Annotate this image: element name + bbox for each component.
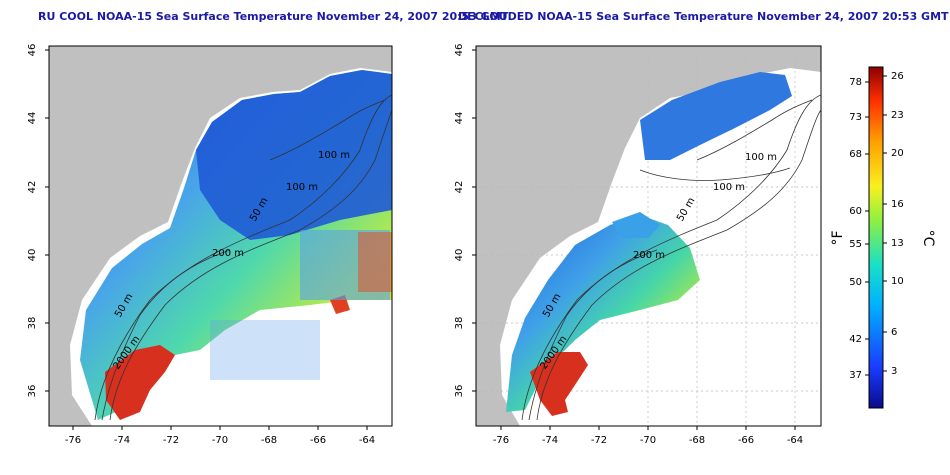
celsius-unit-label: °C <box>920 230 936 247</box>
c-tick-label: 26 <box>891 71 904 82</box>
contour-label: 100 m <box>745 152 777 163</box>
left-map-x-ticks <box>72 426 368 430</box>
x-tick-label: -66 <box>738 435 754 446</box>
x-tick-label: -72 <box>163 435 179 446</box>
f-tick-label: 68 <box>849 149 862 160</box>
y-tick-label: 38 <box>27 317 38 330</box>
y-tick-label: 40 <box>454 249 465 262</box>
contour-label: 200 m <box>212 248 244 259</box>
right-map-cold-patch-2 <box>612 212 660 238</box>
right-map-warm-region <box>530 352 588 416</box>
x-tick-label: -74 <box>114 435 130 446</box>
right-map-y-labels: 36 38 40 42 44 46 <box>454 44 465 398</box>
f-tick-label: 60 <box>849 206 862 217</box>
fahrenheit-unit-label: °F <box>830 230 846 245</box>
y-tick-label: 44 <box>27 112 38 125</box>
f-tick-label: 78 <box>849 77 862 88</box>
right-map-x-labels: -76 -74 -72 -70 -68 -66 -64 <box>493 435 803 446</box>
right-map-land <box>476 46 821 426</box>
y-tick-label: 46 <box>27 44 38 57</box>
right-map-contours <box>521 94 821 421</box>
y-tick-label: 42 <box>454 181 465 194</box>
c-tick-label: 10 <box>891 276 904 287</box>
y-tick-label: 36 <box>454 385 465 398</box>
x-tick-label: -68 <box>689 435 705 446</box>
right-map-sst-field <box>506 215 700 412</box>
f-tick-label: 73 <box>849 112 862 123</box>
contour-label: 100 m <box>286 182 318 193</box>
x-tick-label: -76 <box>65 435 81 446</box>
right-map-x-ticks <box>500 426 796 430</box>
colorbar-f-labels: 78 73 68 60 55 50 42 37 <box>849 77 862 381</box>
y-tick-label: 44 <box>454 112 465 125</box>
c-tick-label: 20 <box>891 148 904 159</box>
y-tick-label: 38 <box>454 317 465 330</box>
c-tick-label: 23 <box>891 110 904 121</box>
x-tick-label: -68 <box>261 435 277 446</box>
left-map-cold-region <box>196 70 392 240</box>
contour-label: 100 m <box>318 150 350 161</box>
left-map-contours <box>94 94 392 421</box>
right-map-cold-patch <box>640 72 792 160</box>
c-tick-label: 13 <box>891 238 904 249</box>
left-map-land <box>49 46 392 426</box>
x-tick-label: -66 <box>310 435 326 446</box>
left-map-x-labels: -76 -74 -72 -70 -68 -66 -64 <box>65 435 375 446</box>
colorbar-f-ticks <box>865 81 869 376</box>
x-tick-label: -64 <box>359 435 375 446</box>
c-tick-label: 6 <box>891 327 897 338</box>
x-tick-label: -70 <box>212 435 228 446</box>
colorbar-gradient <box>868 66 884 409</box>
left-map-title: RU COOL NOAA-15 Sea Surface Temperature … <box>38 10 509 23</box>
colorbar-c-labels: 26 23 20 16 13 10 6 3 <box>891 71 904 377</box>
colorbar-c-ticks <box>883 75 887 372</box>
y-tick-label: 42 <box>27 181 38 194</box>
f-tick-label: 55 <box>849 239 862 250</box>
temperature-colorbar: 78 73 68 60 55 50 42 37 26 23 20 16 13 1… <box>830 66 936 409</box>
y-tick-label: 36 <box>27 385 38 398</box>
c-tick-label: 16 <box>891 199 904 210</box>
y-tick-label: 46 <box>454 44 465 57</box>
left-map-y-ticks <box>45 49 49 392</box>
contour-label: 200 m <box>633 250 665 261</box>
x-tick-label: -72 <box>591 435 607 446</box>
x-tick-label: -70 <box>640 435 656 446</box>
y-tick-label: 40 <box>27 249 38 262</box>
right-map-y-ticks <box>472 49 476 392</box>
right-map-title: DECLOUDED NOAA-15 Sea Surface Temperatur… <box>458 10 949 23</box>
f-tick-label: 37 <box>849 370 862 381</box>
x-tick-label: -74 <box>542 435 558 446</box>
f-tick-label: 50 <box>849 277 862 288</box>
left-map-y-labels: 36 38 40 42 44 46 <box>27 44 38 398</box>
left-map-panel: 100 m 100 m 50 m 200 m 50 m 2000 m -76 -… <box>27 44 393 446</box>
x-tick-label: -76 <box>493 435 509 446</box>
x-tick-label: -64 <box>787 435 803 446</box>
contour-label: 100 m <box>713 182 745 193</box>
c-tick-label: 3 <box>891 366 897 377</box>
left-map-warm-region <box>105 345 175 420</box>
right-map-panel: 100 m 100 m 50 m 200 m 50 m 2000 m -76 -… <box>454 44 822 446</box>
left-map-noise-warm <box>358 232 392 292</box>
f-tick-label: 42 <box>849 334 862 345</box>
